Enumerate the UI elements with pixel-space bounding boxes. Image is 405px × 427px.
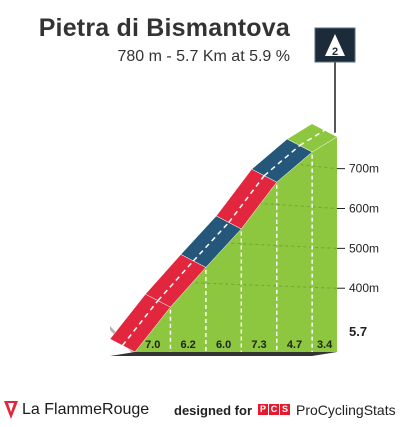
gradient-label: 7.3	[251, 339, 266, 351]
elevation-tick-label: 500m	[349, 241, 379, 255]
climb-subtitle: 780 m - 5.7 Km at 5.9 %	[117, 48, 290, 65]
pcs-logo-icon[interactable]: P C S	[258, 404, 291, 415]
pcs-letter-s: S	[280, 404, 290, 415]
elevation-tick-label: 700m	[349, 162, 379, 176]
profile-front-face	[135, 136, 337, 352]
profile-base-band	[110, 352, 337, 356]
category-triangle-icon	[325, 34, 345, 56]
gradient-label: 3.4	[317, 339, 333, 351]
km-label: 2	[190, 355, 197, 370]
pcs-letter-p: P	[258, 404, 268, 415]
elevation-grid-line	[213, 241, 338, 249]
procyclingstats-name[interactable]: ProCyclingStats	[296, 402, 396, 418]
designed-for-text: designed for	[174, 403, 253, 418]
km-label: 4	[261, 355, 269, 370]
category-badge-label: 2	[332, 46, 338, 58]
elevation-tick-label: 400m	[349, 281, 379, 295]
elevation-profile-chart: 400m 500m 600m 700m 7.0 6.2 6.0 7.3 4.7 3.4 1 2 3 4 5 5…	[110, 27, 380, 370]
la-flamme-rouge-name: La FlammeRouge	[22, 401, 150, 418]
gradient-label: 7.0	[145, 339, 160, 351]
gradient-label: 6.2	[181, 339, 196, 351]
road-centerline	[121, 300, 159, 346]
road-centerline	[299, 129, 325, 147]
gradient-label: 6.0	[216, 339, 231, 351]
elevation-tick-label: 600m	[349, 202, 379, 216]
km-label: 5	[296, 355, 303, 370]
la-flamme-rouge-logo[interactable]: La FlammeRouge	[3, 399, 149, 421]
climb-title: Pietra di Bismantova	[38, 14, 290, 42]
footer: La FlammeRouge designed for P C S ProCyc…	[0, 396, 405, 424]
elevation-grid-line	[177, 281, 338, 289]
flamme-rouge-flag-icon	[4, 401, 18, 419]
pcs-letter-c: C	[269, 404, 279, 415]
gradient-label: 4.7	[287, 339, 302, 351]
km-label: 1	[154, 355, 161, 370]
road-centerline	[263, 144, 301, 177]
distance-end-label: 5.7	[349, 324, 367, 339]
road-centerline	[228, 175, 265, 223]
km-label: 3	[225, 355, 232, 370]
